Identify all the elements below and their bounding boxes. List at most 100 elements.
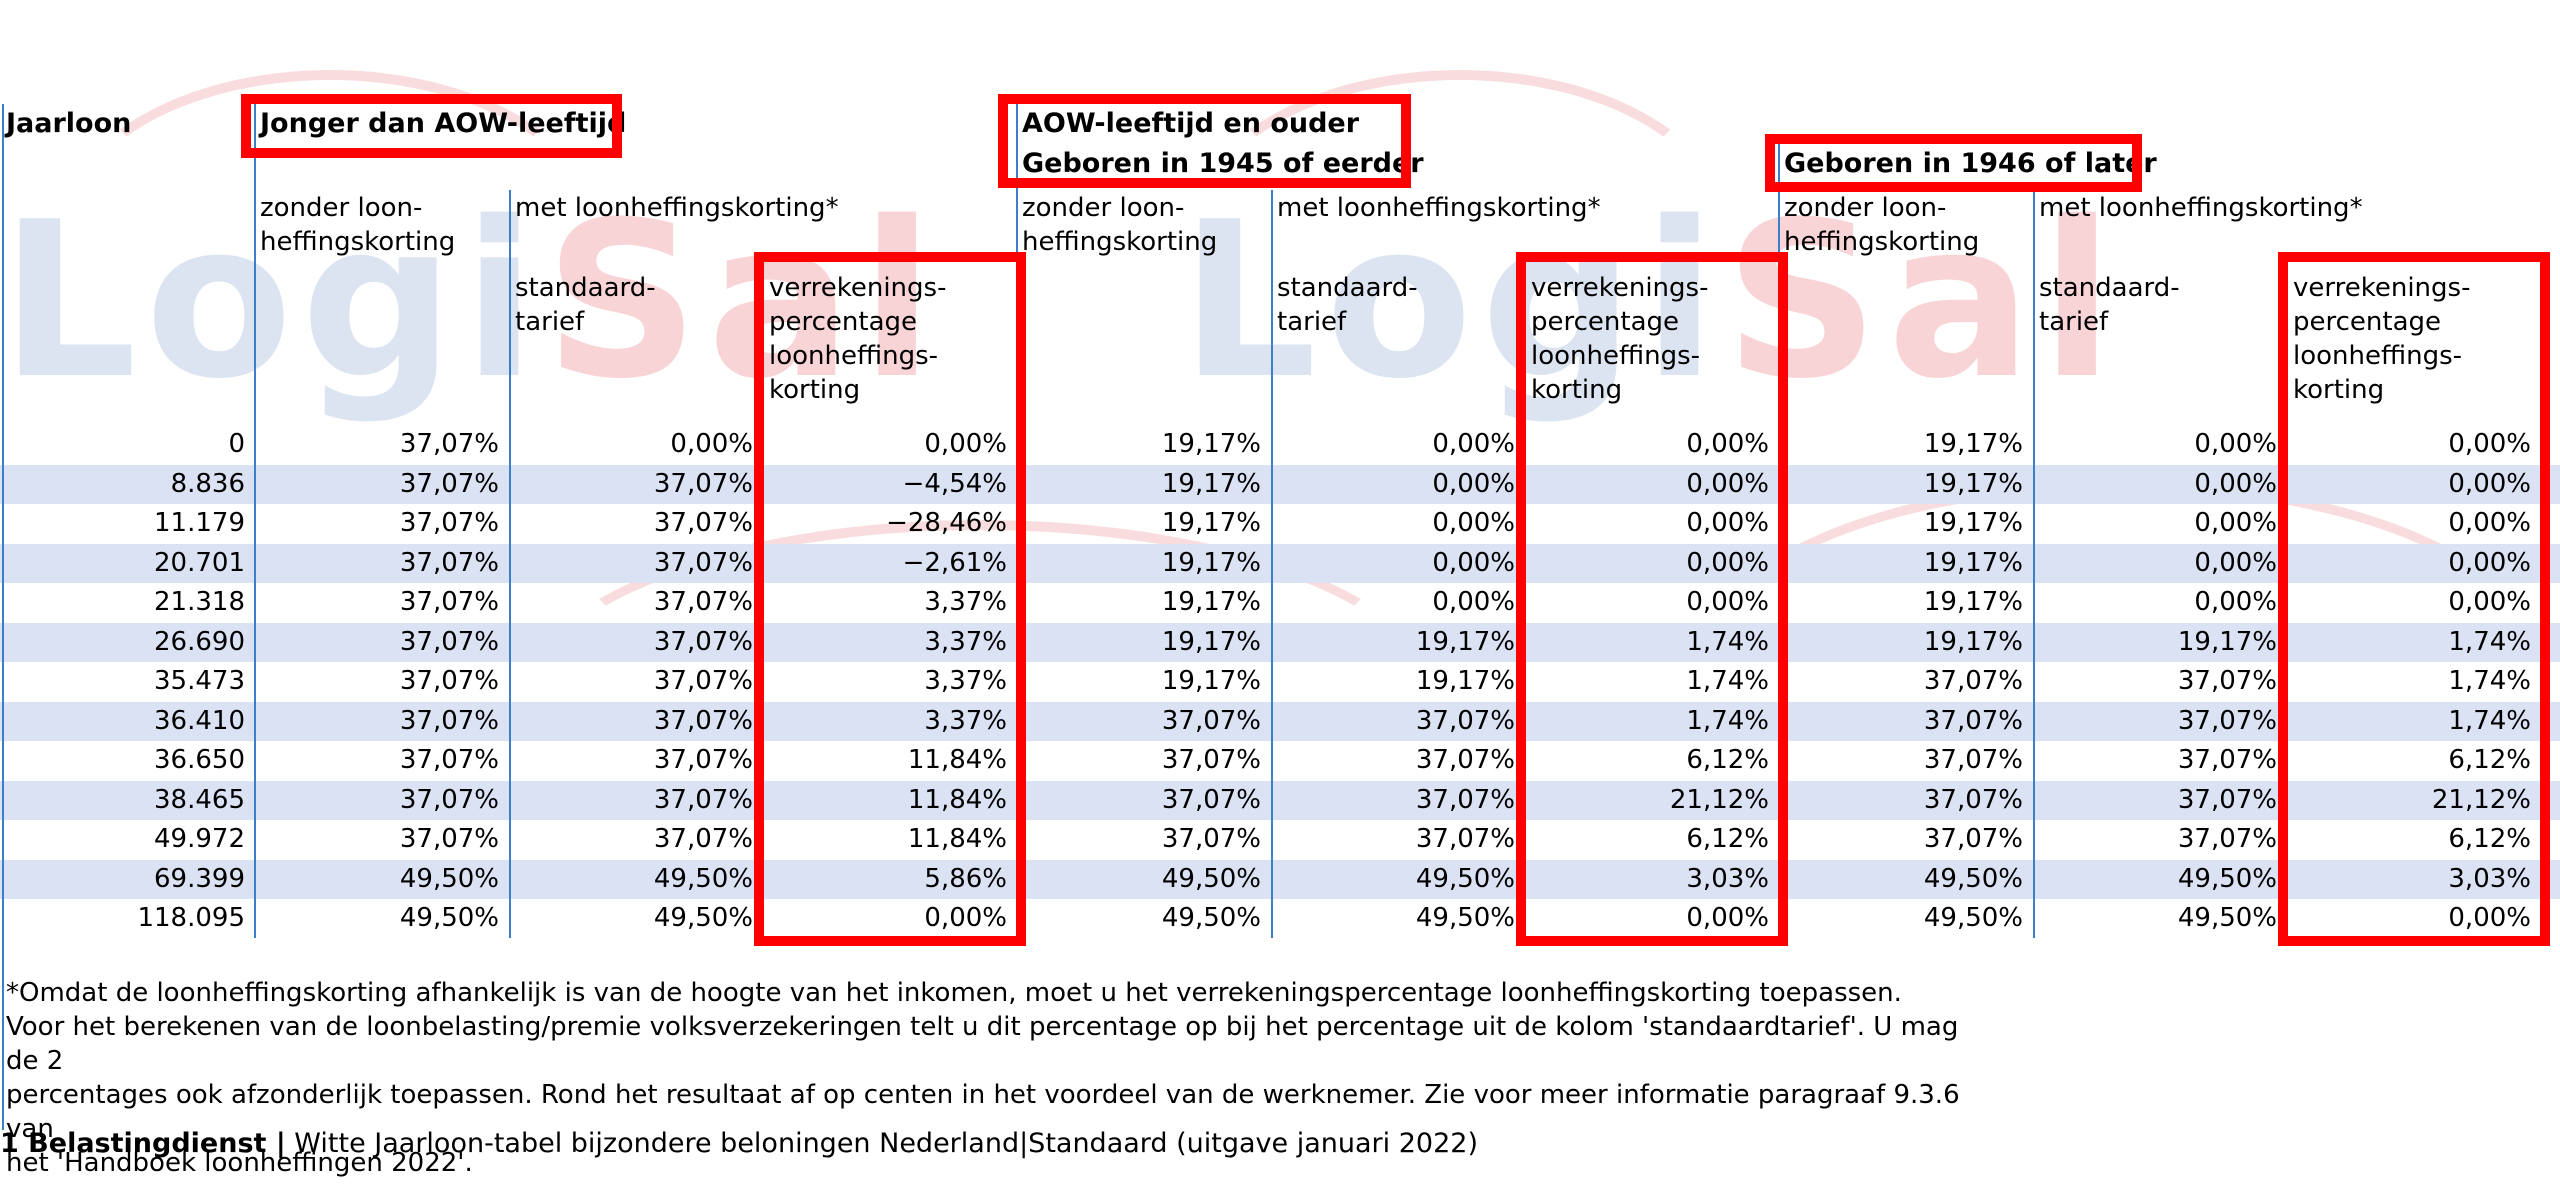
table-cell-jaarloon: 0 [228, 429, 245, 459]
table-cell: 1,74% [2448, 626, 2531, 657]
table-cell: 49,50% [1415, 863, 1515, 894]
table-cell: 0,00% [2448, 587, 2531, 617]
header-verrekening-1: verrekenings-percentage loonheffings-kort… [769, 273, 947, 405]
table-cell: 37,07% [1415, 705, 1515, 736]
table-cell: 19,17% [1923, 468, 2023, 499]
table-cell: 1,74% [1686, 705, 1769, 736]
table-cell: 37,07% [399, 626, 499, 657]
footer-page-label: 1 Belastingdienst | [0, 1128, 286, 1159]
table-cell-jaarloon: 11.179 [154, 508, 245, 538]
table-cell: 37,07% [1161, 824, 1261, 854]
table-cell-jaarloon: 36.650 [154, 745, 245, 775]
table-cell: 6,12% [1686, 824, 1769, 854]
table-cell: 0,00% [1432, 547, 1515, 578]
table-cell: 19,17% [1923, 626, 2023, 657]
divider-left [2, 104, 4, 1130]
header-group1-title: Jonger dan AOW-leeftijd [260, 108, 627, 139]
table-cell: 37,07% [1415, 784, 1515, 815]
table-cell: 0,00% [2448, 547, 2531, 578]
row-stripe [0, 622, 2560, 662]
table-cell: 19,17% [1415, 626, 1515, 657]
table-cell: 37,07% [399, 705, 499, 736]
table-cell: 0,00% [1686, 903, 1769, 933]
table-cell: 11,84% [907, 745, 1007, 775]
divider-group1 [254, 104, 256, 938]
header-verrekening-2: verrekenings-percentage loonheffings-kort… [1531, 273, 1709, 405]
table-cell: 0,00% [2194, 547, 2277, 578]
footer-doc-title: Witte Jaarloon-tabel bijzondere beloning… [294, 1128, 1478, 1159]
table-cell: 49,50% [1161, 903, 1261, 933]
table-cell: 37,07% [399, 508, 499, 538]
table-cell: 49,50% [2177, 863, 2277, 894]
footnote-line-1: *Omdat de loonheffingskorting afhankelij… [6, 978, 1902, 1008]
table-cell: 19,17% [1923, 429, 2023, 459]
table-cell: 37,07% [2177, 824, 2277, 854]
table-cell: 37,07% [653, 587, 753, 617]
table-cell: 37,07% [1923, 666, 2023, 696]
table-cell: 1,74% [2448, 705, 2531, 736]
table-cell: 0,00% [2194, 508, 2277, 538]
table-cell: 0,00% [2194, 587, 2277, 617]
header-verrekening-3: verrekenings-percentage loonheffings-kort… [2293, 273, 2471, 405]
table-cell: 0,00% [670, 429, 753, 459]
table-cell: 6,12% [1686, 745, 1769, 775]
table-cell: 37,07% [1161, 784, 1261, 815]
table-cell: 49,50% [653, 863, 753, 894]
table-cell: 49,50% [1923, 863, 2023, 894]
table-cell: 37,07% [399, 745, 499, 775]
table-cell: 3,37% [924, 666, 1007, 696]
table-cell-jaarloon: 35.473 [154, 666, 245, 696]
table-cell: 0,00% [1432, 508, 1515, 538]
table-cell: 37,07% [399, 429, 499, 459]
table-cell: 1,74% [1686, 626, 1769, 657]
table-cell: 0,00% [2194, 468, 2277, 499]
row-stripe [0, 780, 2560, 820]
table-cell: 0,00% [1686, 547, 1769, 578]
table-cell: 37,07% [653, 547, 753, 578]
table-cell: 3,03% [1686, 863, 1769, 894]
table-cell-jaarloon: 36.410 [154, 705, 245, 736]
table-cell: −2,61% [902, 547, 1007, 578]
table-cell: −28,46% [886, 508, 1007, 538]
divider-met1 [509, 190, 511, 938]
table-cell: 21,12% [1669, 784, 1769, 815]
header-met-1: met loonheffingskorting* [515, 193, 839, 223]
table-cell: 37,07% [1923, 705, 2023, 736]
table-cell: 19,17% [1161, 626, 1261, 657]
table-cell: 37,07% [399, 666, 499, 696]
header-zonder-1: zonder loon-heffingskorting [260, 193, 456, 257]
footnote-line-4: het 'Handboek loonheffingen 2022'. [6, 1148, 473, 1178]
table-cell: 3,37% [924, 705, 1007, 736]
table-cell: 37,07% [2177, 784, 2277, 815]
table-cell: 37,07% [399, 784, 499, 815]
table-cell: 0,00% [1432, 587, 1515, 617]
table-cell: 0,00% [1686, 429, 1769, 459]
header-zonder-2: zonder loon-heffingskorting [1022, 193, 1218, 257]
table-cell: 19,17% [2177, 626, 2277, 657]
table-cell: 37,07% [2177, 666, 2277, 696]
table-cell: 0,00% [1432, 429, 1515, 459]
table-cell: 37,07% [653, 745, 753, 775]
table-cell: 0,00% [1686, 587, 1769, 617]
table-cell: 3,37% [924, 587, 1007, 617]
table-cell-jaarloon: 8.836 [170, 468, 245, 499]
table-cell: 19,17% [1415, 666, 1515, 696]
table-cell-jaarloon: 118.095 [137, 903, 245, 933]
table-cell: 37,07% [653, 666, 753, 696]
table-cell: 37,07% [2177, 745, 2277, 775]
table-cell: 0,00% [1432, 468, 1515, 499]
table-cell: 37,07% [1923, 745, 2023, 775]
footnote-line-2: Voor het berekenen van de loonbelasting/… [6, 1012, 1959, 1076]
table-cell: 0,00% [924, 903, 1007, 933]
table-cell: 37,07% [1923, 824, 2023, 854]
table-cell: 1,74% [2448, 666, 2531, 696]
table-cell: 37,07% [399, 824, 499, 854]
table-cell: 19,17% [1161, 468, 1261, 499]
table-cell: 19,17% [1161, 587, 1261, 617]
table-cell: 0,00% [1686, 508, 1769, 538]
table-cell: 0,00% [2194, 429, 2277, 459]
table-cell: 37,07% [399, 468, 499, 499]
table-cell-jaarloon: 20.701 [154, 547, 245, 578]
table-cell: 19,17% [1161, 429, 1261, 459]
divider-group2 [1016, 104, 1018, 938]
